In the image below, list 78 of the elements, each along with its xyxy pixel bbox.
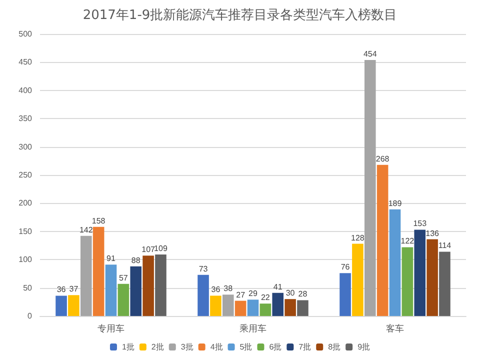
x-tick-label: 专用车 (98, 324, 124, 334)
bar (130, 266, 142, 316)
bar (402, 247, 414, 316)
data-label: 41 (273, 282, 283, 292)
legend-label: 8批 (328, 342, 341, 352)
data-label: 22 (260, 293, 270, 302)
bar (92, 226, 104, 316)
bar (155, 254, 166, 316)
bar (198, 274, 209, 316)
data-label: 268 (376, 154, 390, 164)
bar (56, 296, 67, 316)
x-tick-label: 乘用车 (240, 324, 266, 334)
y-tick-label: 200 (18, 198, 33, 208)
bar (414, 230, 426, 316)
y-tick-label: 50 (23, 283, 33, 292)
bar (210, 296, 222, 316)
y-tick-label: 450 (18, 58, 33, 67)
data-label: 88 (131, 256, 141, 265)
bar (247, 300, 259, 316)
legend-label: 9批 (358, 342, 370, 352)
data-label: 136 (426, 228, 440, 238)
bar (142, 256, 154, 316)
legend-label: 7批 (298, 342, 312, 352)
bar (105, 264, 117, 316)
legend-label: 1批 (122, 342, 134, 352)
y-tick-label: 300 (18, 142, 33, 152)
legend-label: 6批 (269, 342, 282, 352)
legend-label: 3批 (180, 342, 194, 352)
bar (234, 300, 246, 316)
data-label: 37 (69, 284, 79, 294)
x-tick-label: 客车 (386, 324, 404, 334)
data-label: 30 (286, 288, 296, 298)
data-label: 91 (106, 254, 116, 264)
data-label: 109 (154, 244, 168, 254)
y-tick-label: 500 (18, 30, 33, 38)
data-label: 36 (56, 285, 66, 294)
data-label: 27 (236, 290, 246, 300)
bar (260, 304, 272, 316)
data-label: 29 (248, 289, 258, 298)
bar (426, 239, 438, 316)
y-tick-label: 150 (18, 226, 33, 236)
y-tick-label: 250 (18, 170, 33, 180)
bar (284, 299, 296, 316)
legend-label: 5批 (240, 342, 252, 352)
data-label: 454 (363, 49, 378, 58)
bar (389, 209, 401, 316)
data-label: 189 (388, 198, 402, 208)
data-label: 76 (340, 262, 350, 272)
data-label: 158 (92, 216, 106, 226)
chart-title: 2017年1-9批新能源汽车推荐目录各类型汽车入榜数目 (82, 8, 398, 23)
y-tick-label: 350 (18, 114, 33, 124)
data-label: 38 (224, 284, 234, 294)
data-label: 73 (198, 264, 208, 274)
data-label: 57 (118, 273, 128, 282)
bar (364, 60, 376, 316)
data-label: 153 (413, 219, 428, 228)
bar (272, 292, 284, 316)
legend-label: 2批 (151, 342, 164, 352)
bar (439, 252, 450, 316)
data-label: 142 (79, 225, 94, 234)
data-label: 122 (400, 236, 415, 246)
bar (340, 273, 351, 316)
bar (118, 284, 130, 316)
data-label: 36 (211, 285, 221, 294)
y-tick-label: 400 (18, 86, 33, 95)
data-label: 114 (438, 241, 452, 250)
y-tick-label: 100 (18, 255, 33, 264)
data-label: 28 (298, 290, 308, 299)
bar (68, 295, 80, 316)
bar (80, 236, 92, 316)
legend-label: 4批 (210, 342, 223, 352)
bar (376, 164, 388, 316)
bar (222, 294, 234, 316)
bar (297, 300, 308, 316)
y-tick-label: 0 (28, 312, 33, 320)
data-label: 107 (142, 245, 156, 254)
bar (352, 244, 364, 316)
data-label: 128 (351, 233, 365, 242)
